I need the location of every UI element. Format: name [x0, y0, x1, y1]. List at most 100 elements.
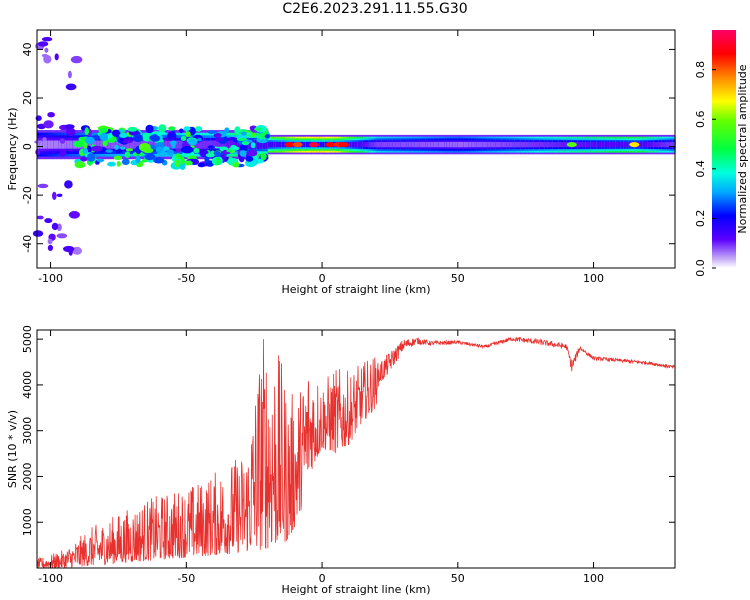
spectrogram-cell	[400, 141, 405, 148]
spectrogram-cell	[593, 141, 597, 148]
spectrogram-cell	[275, 141, 280, 148]
spectrogram-cell	[373, 141, 377, 148]
spectrogram-blob	[234, 126, 241, 135]
spectrogram-cell	[360, 141, 364, 148]
snr-plot-area	[37, 330, 675, 568]
colorbar-tick-label: 0.6	[694, 111, 707, 129]
spectrogram-cell	[56, 140, 60, 149]
spectrogram-cell	[661, 141, 665, 148]
snr-y-axis-label: SNR (10 * v/v)	[6, 410, 19, 488]
spectrogram-cell	[623, 141, 627, 148]
spectrogram-panel: -100 -50 0 50 100 -40 -20 0 20 40 Height of stra…	[6, 29, 676, 296]
spectrogram-cell	[542, 141, 546, 148]
spectrogram-blob	[246, 132, 251, 137]
spectrogram-blob	[249, 133, 257, 138]
spectrogram-cell	[148, 140, 152, 149]
spectrogram-blob	[179, 128, 184, 134]
snr-frame	[36, 329, 676, 569]
spectrogram-blob	[64, 124, 75, 129]
spectrogram-cell	[672, 141, 676, 148]
spectrogram-cell	[620, 141, 624, 148]
spectrogram-cell	[490, 141, 494, 148]
spectrogram-cell	[449, 141, 453, 148]
spectrogram-cell	[436, 141, 440, 148]
spectrogram-blob	[91, 145, 103, 152]
spectrogram-cell	[506, 141, 510, 148]
spectrogram-cell	[427, 141, 432, 148]
spectrogram-cell	[370, 141, 375, 148]
spectrogram-cell	[153, 140, 157, 149]
spectrogram-cell	[110, 140, 114, 149]
spectrogram-blob	[47, 238, 53, 245]
spectrogram-cell	[303, 141, 307, 148]
spectrogram-cell	[205, 140, 209, 149]
spectrogram-blob	[241, 141, 250, 146]
spectrogram-cell	[512, 141, 516, 148]
spectrogram-blob	[70, 55, 83, 64]
spectrogram-blob	[37, 183, 49, 189]
snr-marks	[37, 336, 675, 568]
spectrogram-cell	[319, 141, 323, 148]
y-tick-label: -40	[21, 235, 34, 253]
spectrogram-cell	[58, 140, 62, 149]
spectrogram-blob	[166, 149, 174, 156]
snr-y-ticks: 1000 2000 3000 4000 5000	[21, 325, 675, 536]
spectrogram-cell	[232, 140, 236, 149]
spectrogram-blob	[59, 138, 66, 144]
spectrogram-cell	[501, 141, 505, 148]
spectrogram-cell	[466, 141, 470, 148]
spectrogram-cell	[550, 141, 554, 148]
spectrogram-blob	[65, 83, 77, 91]
spectrogram-blob	[205, 153, 215, 158]
spectrogram-cell	[53, 140, 57, 149]
spectrogram-blob	[68, 211, 80, 219]
spectrogram-cell	[88, 140, 92, 149]
spectrogram-blob	[64, 180, 73, 189]
spectrogram-blob	[72, 246, 82, 255]
spectrogram-blob	[107, 161, 116, 167]
spectrogram-cell	[422, 141, 426, 148]
y-tick-label: 0	[21, 143, 34, 150]
spectrogram-cell	[463, 141, 467, 148]
snr-series-line	[37, 336, 675, 568]
spectrogram-cell	[164, 140, 168, 149]
spectrogram-cell	[666, 141, 671, 148]
spectrogram-blob	[51, 222, 59, 231]
spectrogram-cell	[425, 141, 429, 148]
spectrogram-blob	[239, 150, 247, 157]
spectrogram-blob	[44, 47, 49, 53]
spectrogram-blob	[264, 134, 270, 139]
colorbar-ticks: 0.0 0.2 0.4 0.6 0.8	[694, 61, 716, 277]
spectrogram-cell	[669, 141, 673, 148]
spectrogram-cell	[37, 140, 41, 149]
spectrogram-blob	[142, 147, 154, 154]
x-tick-label: -100	[38, 272, 63, 285]
spectrogram-blob	[259, 139, 268, 144]
spectrogram-cell	[199, 140, 204, 149]
spectrogram-cell	[322, 141, 326, 148]
spectrogram-blob	[98, 128, 109, 134]
spectrogram-blob	[141, 159, 148, 163]
spectrogram-blob	[153, 157, 165, 164]
spectrogram-blob	[213, 133, 222, 138]
spectrogram-blob	[145, 124, 154, 134]
spectrogram-blob	[62, 245, 75, 253]
spectrogram-blob	[239, 144, 248, 152]
spectrogram-cell	[349, 141, 353, 148]
spectrogram-cell	[270, 141, 274, 148]
spectrogram-blob	[42, 137, 47, 141]
spectrogram-cell	[134, 140, 138, 149]
spectrogram-blob	[197, 137, 202, 142]
spectrogram-cell	[509, 141, 513, 148]
spectrogram-cell	[479, 141, 483, 148]
spectrogram-x-ticks: -100 -50 0 50 100	[38, 30, 604, 285]
spectrogram-cell	[609, 141, 614, 148]
spectrogram-cell	[94, 140, 98, 149]
spectrogram-blob	[254, 127, 263, 131]
spectrogram-y-axis-label: Frequency (Hz)	[6, 108, 19, 191]
spectrogram-blob	[54, 53, 59, 61]
x-tick-label: 0	[319, 272, 326, 285]
spectrogram-blob	[212, 157, 217, 165]
spectrogram-blob	[197, 162, 206, 168]
spectrogram-cell	[235, 140, 239, 149]
